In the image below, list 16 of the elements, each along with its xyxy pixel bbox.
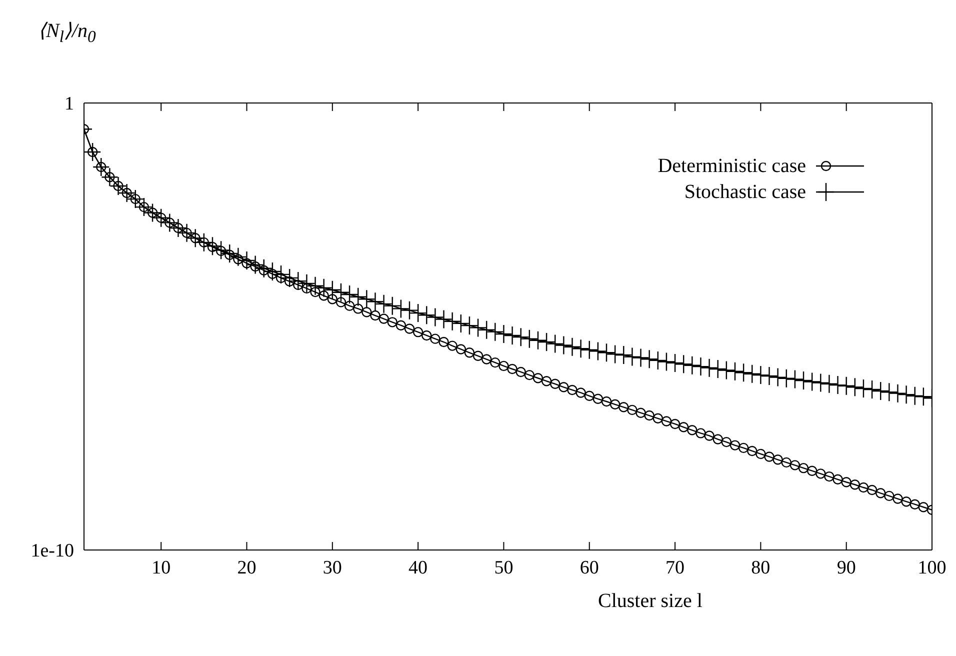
x-tick-label: 30 (322, 557, 342, 578)
x-tick-label: 70 (666, 557, 685, 578)
x-tick-label: 90 (836, 557, 856, 578)
x-axis-title: Cluster size l (598, 590, 702, 613)
legend-label: Stochastic case (684, 180, 806, 204)
x-tick-label: 40 (408, 557, 428, 578)
y-axis-title: ⟨N$_{l}$⟩/n$_{0}$ (38, 19, 96, 47)
y-tick-label: 1e-10 (30, 540, 74, 562)
x-tick-label: 60 (580, 557, 599, 578)
y-tick-label: 1 (64, 94, 74, 115)
x-tick-label: 10 (152, 557, 171, 578)
legend-label: Deterministic case (658, 154, 806, 178)
x-tick-label: 80 (751, 557, 770, 578)
x-tick-label: 100 (918, 557, 946, 578)
x-tick-label: 50 (494, 557, 514, 578)
x-tick-label: 20 (237, 557, 256, 578)
